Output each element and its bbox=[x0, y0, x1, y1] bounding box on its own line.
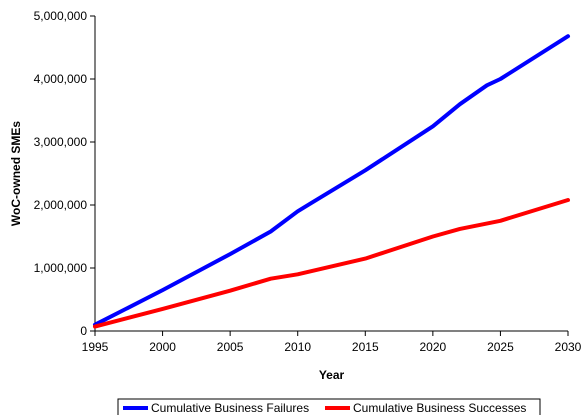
x-tick-label: 2005 bbox=[217, 340, 244, 354]
y-tick-label: 3,000,000 bbox=[34, 135, 88, 149]
y-axis-title: WoC-owned SMEs bbox=[9, 121, 23, 226]
series-line-cumulative-business-failures bbox=[93, 34, 570, 327]
x-tick-label: 2000 bbox=[149, 340, 176, 354]
x-tick-label: 2025 bbox=[487, 340, 514, 354]
y-tick-label: 0 bbox=[80, 324, 87, 338]
x-tick-label: 2030 bbox=[555, 340, 582, 354]
series-line-cumulative-business-successes bbox=[93, 198, 570, 329]
legend-label-cumulative-business-successes: Cumulative Business Successes bbox=[353, 401, 526, 415]
legend-label-cumulative-business-failures: Cumulative Business Failures bbox=[151, 401, 309, 415]
x-tick-label: 2015 bbox=[352, 340, 379, 354]
legend: Cumulative Business Failures Cumulative B… bbox=[117, 398, 541, 415]
x-axis-title: Year bbox=[319, 368, 345, 382]
y-axis-ticks: 0 1,000,000 2,000,000 3,000,000 4,000,000 5,0… bbox=[34, 9, 95, 338]
axes bbox=[94, 16, 568, 332]
y-tick-label: 2,000,000 bbox=[34, 198, 88, 212]
x-axis-ticks: 1995 2000 2005 2010 2015 2020 2025 2030 bbox=[82, 331, 582, 354]
series-layer bbox=[93, 34, 570, 329]
y-tick-label: 1,000,000 bbox=[34, 261, 88, 275]
x-tick-label: 1995 bbox=[82, 340, 109, 354]
y-tick-label: 4,000,000 bbox=[34, 72, 88, 86]
y-tick-label: 5,000,000 bbox=[34, 9, 88, 23]
x-tick-label: 2020 bbox=[420, 340, 447, 354]
legend-items: Cumulative Business Failures Cumulative B… bbox=[123, 401, 526, 415]
x-tick-label: 2010 bbox=[284, 340, 311, 354]
